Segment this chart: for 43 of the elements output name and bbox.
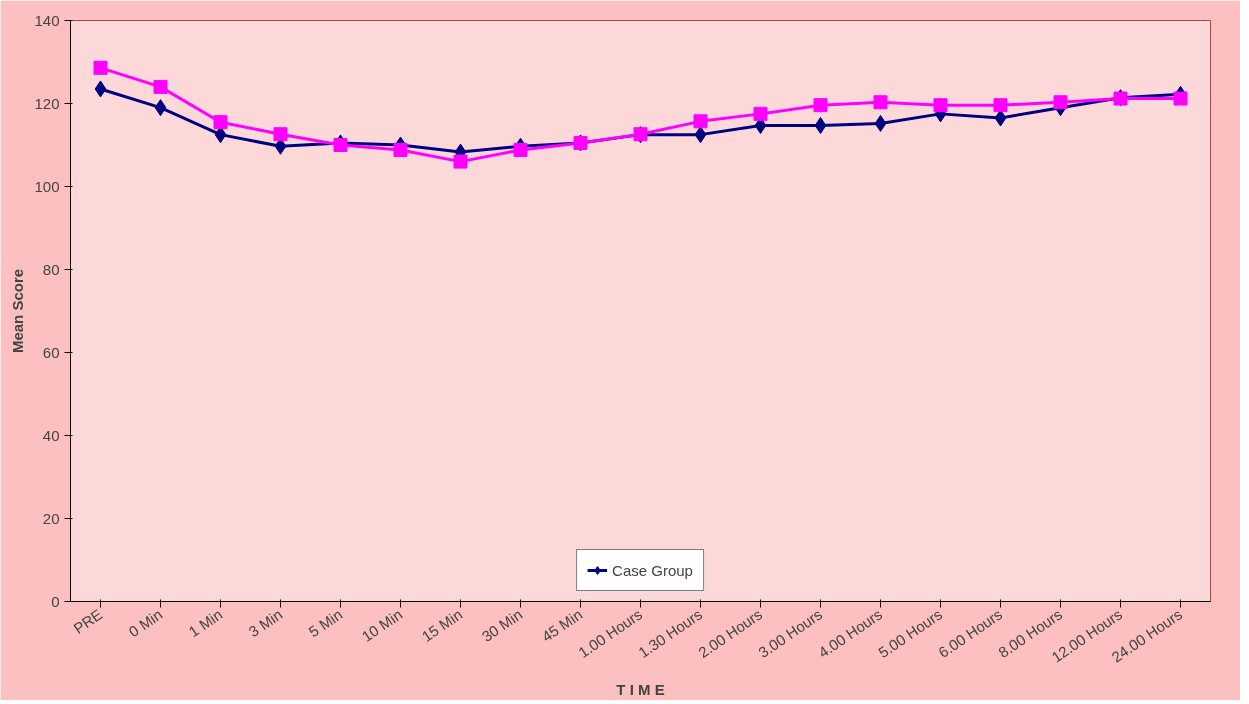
point [453,154,468,169]
x-tick-label: 15 Min [418,605,466,645]
point [1053,95,1068,110]
point [393,142,408,157]
y-tick-label: 100 [34,177,60,195]
point [513,142,528,157]
point [214,126,227,144]
y-tick-label: 40 [42,426,60,444]
point [1173,91,1188,106]
point [994,109,1007,127]
x-tick-label: 0 Min [125,605,166,641]
point [873,95,888,110]
x-tick-label: 5 Min [305,605,346,641]
x-axis-title: T I M E [616,680,665,698]
point [933,98,948,113]
point [93,60,108,75]
x-tick-label: 45 Min [538,605,586,645]
point [874,114,887,132]
y-tick-label: 140 [34,11,60,29]
point [694,126,707,144]
point [814,117,827,134]
x-tick-label: 10 Min [358,605,406,645]
y-tick-label: 120 [34,94,60,112]
point [154,99,167,117]
y-tick-label: 60 [42,343,60,361]
point [213,115,228,130]
point [813,98,828,113]
x-tick-label: 3 Min [245,605,286,641]
y-tick-label: 0 [51,592,60,610]
y-axis-title: Mean Score [9,268,27,354]
y-tick-label: 80 [42,260,60,278]
point [94,80,107,98]
point [153,79,168,94]
point [273,127,288,142]
y-tick-label: 20 [42,509,60,527]
point [753,106,768,121]
point [993,98,1008,113]
legend-label: Case Group [612,561,693,579]
point [693,114,708,129]
x-tick-label: PRE [70,605,106,637]
x-tick-label: 1 Min [185,605,226,641]
x-tick-label: 30 Min [478,605,526,645]
point [333,138,348,152]
